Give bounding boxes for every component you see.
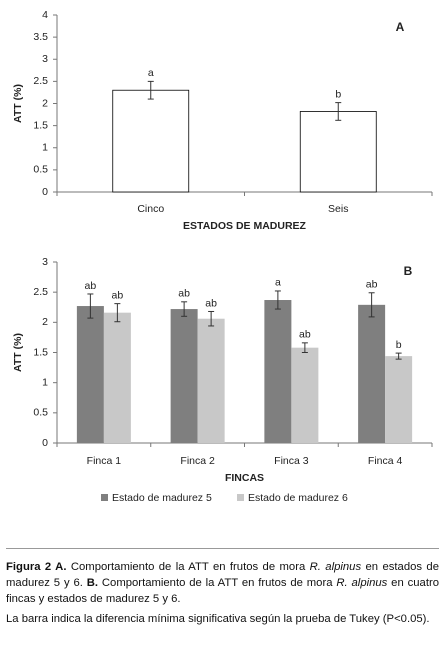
legend-swatch — [101, 494, 108, 501]
bar — [103, 312, 131, 443]
y-tick-label: 1 — [42, 376, 48, 388]
x-tick-label: Finca 4 — [368, 455, 403, 467]
bar — [291, 347, 319, 443]
significance-label: ab — [205, 297, 217, 309]
legend-label: Estado de madurez 6 — [248, 492, 348, 504]
x-tick-label: Finca 1 — [87, 455, 122, 467]
y-tick-label: 3 — [42, 53, 48, 65]
significance-label: ab — [299, 329, 311, 341]
significance-label: ab — [85, 280, 97, 292]
caption-paragraph: Figura 2 A. Comportamiento de la ATT en … — [6, 559, 439, 607]
y-axis-title: ATT (%) — [12, 84, 24, 123]
bar — [358, 304, 386, 443]
y-tick-label: 1 — [42, 142, 48, 154]
x-axis-title: FINCAS — [225, 472, 264, 484]
caption: Figura 2 A. Comportamiento de la ATT en … — [6, 548, 439, 631]
x-tick-label: Cinco — [137, 203, 164, 215]
x-tick-label: Finca 2 — [180, 455, 215, 467]
significance-label: b — [335, 88, 341, 100]
bar — [170, 309, 198, 443]
y-tick-label: 3 — [42, 256, 48, 268]
y-tick-label: 3.5 — [33, 31, 48, 43]
caption-text: R. alpinus — [336, 577, 388, 589]
significance-label: ab — [366, 279, 378, 291]
y-tick-label: 1.5 — [33, 119, 48, 131]
x-axis-title: ESTADOS DE MADUREZ — [183, 220, 306, 232]
y-tick-label: 2.5 — [33, 286, 48, 298]
legend-swatch — [237, 494, 244, 501]
bar — [197, 318, 225, 443]
caption-text: R. alpinus — [309, 561, 362, 573]
y-tick-label: 4 — [42, 9, 48, 21]
caption-text: La barra indica la diferencia mínima sig… — [6, 613, 430, 625]
bar — [385, 356, 413, 443]
significance-label: a — [275, 277, 281, 289]
caption-text: Comportamiento de la ATT en frutos de mo… — [66, 561, 310, 573]
panel-label: A — [396, 20, 405, 34]
caption-text: en cuatro fincas y estados de madurez 5 … — [6, 577, 439, 605]
bar — [76, 306, 104, 443]
bar — [112, 89, 190, 193]
caption-text: Figura 2 A. — [6, 561, 67, 573]
y-tick-label: 2.5 — [33, 75, 48, 87]
caption-text: Comportamiento de la ATT en frutos de mo… — [98, 577, 337, 589]
y-axis-title: ATT (%) — [12, 333, 24, 372]
bar — [299, 111, 377, 193]
y-tick-label: 2 — [42, 97, 48, 109]
y-tick-label: 1.5 — [33, 346, 48, 358]
significance-label: ab — [112, 289, 124, 301]
y-tick-label: 0 — [42, 186, 48, 198]
x-tick-label: Finca 3 — [274, 455, 309, 467]
significance-label: a — [148, 67, 154, 79]
panel-label: B — [404, 264, 413, 278]
caption-text: en estados de madurez 5 y 6. — [6, 561, 439, 589]
bar — [264, 300, 292, 443]
y-tick-label: 0.5 — [33, 164, 48, 176]
x-tick-label: Seis — [328, 203, 348, 215]
y-tick-label: 0 — [42, 437, 48, 449]
caption-text: B. — [86, 577, 99, 589]
significance-label: ab — [178, 288, 190, 300]
significance-label: b — [396, 339, 402, 351]
legend-label: Estado de madurez 5 — [112, 492, 212, 504]
y-tick-label: 2 — [42, 316, 48, 328]
y-tick-label: 0.5 — [33, 407, 48, 419]
caption-paragraph: La barra indica la diferencia mínima sig… — [6, 611, 439, 627]
